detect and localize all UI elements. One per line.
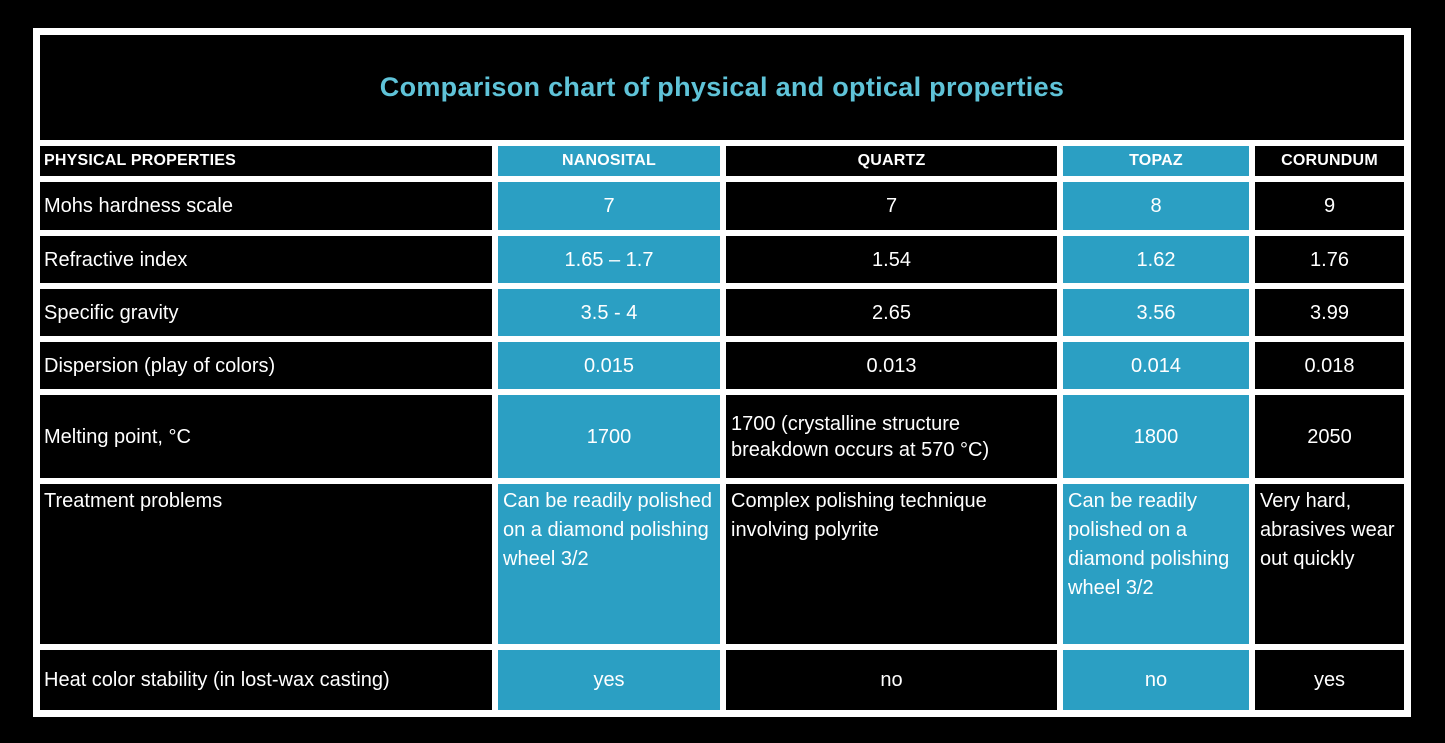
melting-quartz-value: 1700 (crystalline structure breakdown oc… (726, 395, 1057, 478)
refractive-quartz-value: 1.54 (726, 236, 1057, 283)
refractive-corundum-value: 1.76 (1255, 236, 1404, 283)
mohs-corundum-value: 9 (1255, 182, 1404, 230)
dispersion-nanosital-value: 0.015 (498, 342, 720, 389)
comparison-table: PHYSICAL PROPERTIES NANOSITAL QUARTZ TOP… (40, 140, 1404, 710)
treatment-topaz-value: Can be readily polished on a diamond pol… (1063, 484, 1249, 644)
column-header-corundum: CORUNDUM (1255, 146, 1404, 176)
outer-frame: Comparison chart of physical and optical… (33, 28, 1411, 717)
heat-quartz-value: no (726, 650, 1057, 710)
heat-topaz-value: no (1063, 650, 1249, 710)
page-title: Comparison chart of physical and optical… (379, 72, 1065, 102)
row-label-treatment-problems: Treatment problems (40, 484, 492, 644)
melting-corundum-value: 2050 (1255, 395, 1404, 478)
mohs-topaz-value: 8 (1063, 182, 1249, 230)
gravity-topaz-value: 3.56 (1063, 289, 1249, 336)
row-label-mohs-hardness: Mohs hardness scale (40, 182, 492, 230)
treatment-nanosital-value: Can be readily polished on a diamond pol… (498, 484, 720, 644)
column-header-topaz: TOPAZ (1063, 146, 1249, 176)
dispersion-quartz-value: 0.013 (726, 342, 1057, 389)
gravity-nanosital-value: 3.5 - 4 (498, 289, 720, 336)
column-header-quartz: QUARTZ (726, 146, 1057, 176)
column-header-nanosital: NANOSITAL (498, 146, 720, 176)
row-label-heat-color-stability: Heat color stability (in lost-wax castin… (40, 650, 492, 710)
row-label-melting-point: Melting point, °C (40, 395, 492, 478)
mohs-quartz-value: 7 (726, 182, 1057, 230)
gravity-quartz-value: 2.65 (726, 289, 1057, 336)
dispersion-corundum-value: 0.018 (1255, 342, 1404, 389)
title-section: Comparison chart of physical and optical… (40, 35, 1404, 140)
refractive-topaz-value: 1.62 (1063, 236, 1249, 283)
heat-corundum-value: yes (1255, 650, 1404, 710)
refractive-nanosital-value: 1.65 – 1.7 (498, 236, 720, 283)
mohs-nanosital-value: 7 (498, 182, 720, 230)
dispersion-topaz-value: 0.014 (1063, 342, 1249, 389)
melting-topaz-value: 1800 (1063, 395, 1249, 478)
treatment-quartz-value: Complex polishing technique involving po… (726, 484, 1057, 644)
row-label-refractive-index: Refractive index (40, 236, 492, 283)
column-header-physical-properties: PHYSICAL PROPERTIES (40, 146, 492, 176)
melting-nanosital-value: 1700 (498, 395, 720, 478)
gravity-corundum-value: 3.99 (1255, 289, 1404, 336)
row-label-specific-gravity: Specific gravity (40, 289, 492, 336)
heat-nanosital-value: yes (498, 650, 720, 710)
treatment-corundum-value: Very hard, abrasives wear out quickly (1255, 484, 1404, 644)
row-label-dispersion: Dispersion (play of colors) (40, 342, 492, 389)
